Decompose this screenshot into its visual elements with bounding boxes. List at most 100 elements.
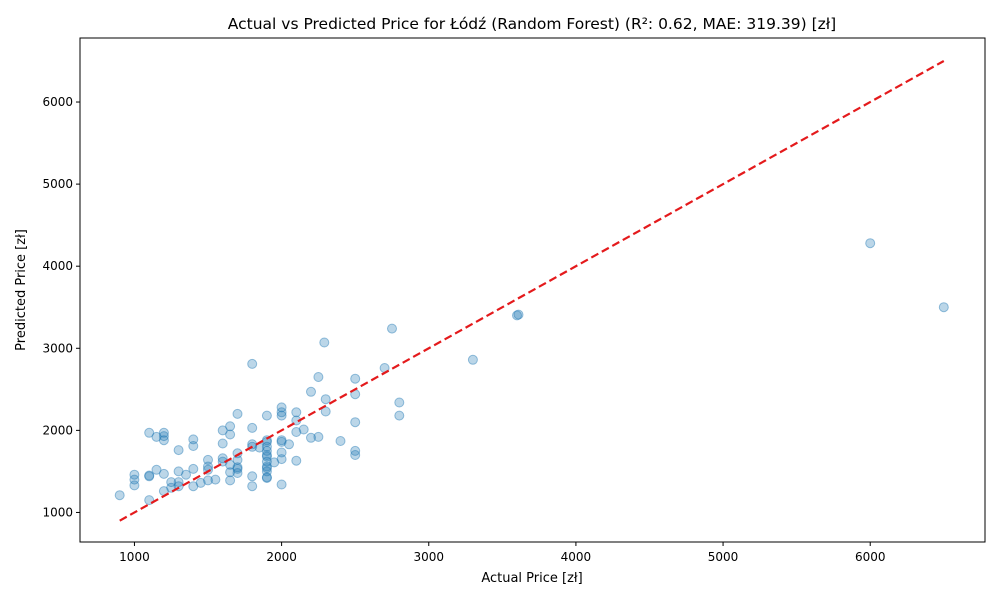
- data-point-52: [247, 481, 258, 492]
- data-point-17: [173, 445, 184, 456]
- data-point-48: [247, 422, 258, 433]
- y-tick-label-1000: 1000: [42, 505, 73, 519]
- data-point-3: [129, 480, 140, 491]
- data-point-34: [217, 453, 228, 464]
- chart-title: Actual vs Predicted Price for Łódź (Rand…: [228, 15, 836, 33]
- data-point-93: [350, 445, 361, 456]
- data-point-101: [513, 309, 524, 320]
- data-point-0: [114, 490, 125, 501]
- data-point-51: [247, 471, 258, 482]
- data-point-80: [291, 455, 302, 466]
- data-point-100: [512, 310, 522, 321]
- data-point-59: [261, 450, 272, 460]
- data-point-37: [225, 429, 236, 440]
- data-point-102: [865, 238, 876, 249]
- data-point-75: [276, 479, 287, 490]
- data-point-60: [261, 451, 272, 462]
- data-point-33: [217, 438, 228, 449]
- plot-area: [79, 37, 986, 543]
- data-point-72: [276, 436, 287, 447]
- data-point-18: [173, 466, 184, 477]
- data-point-11: [158, 431, 169, 442]
- data-point-76: [284, 439, 294, 450]
- data-point-90: [350, 373, 361, 384]
- data-point-103: [938, 302, 949, 313]
- data-point-83: [306, 432, 316, 443]
- data-point-10: [158, 427, 169, 438]
- data-point-87: [320, 394, 331, 405]
- data-point-41: [232, 408, 243, 419]
- data-point-86: [319, 337, 330, 348]
- data-point-69: [276, 407, 287, 418]
- data-point-67: [269, 457, 280, 468]
- y-tick-label-4000: 4000: [42, 259, 73, 273]
- y-tick-label-5000: 5000: [42, 177, 73, 191]
- x-tick-label-6000: 6000: [855, 550, 886, 564]
- data-point-32: [217, 425, 228, 436]
- data-point-5: [144, 471, 155, 482]
- data-point-89: [335, 436, 346, 446]
- data-point-44: [232, 462, 243, 473]
- y-axis-label: Predicted Price [zł]: [14, 229, 29, 351]
- data-point-36: [225, 421, 236, 432]
- data-point-54: [261, 410, 272, 421]
- data-point-58: [261, 445, 272, 456]
- data-point-15: [166, 477, 177, 488]
- data-point-30: [203, 475, 213, 486]
- plot-frame: [79, 37, 986, 543]
- data-point-96: [387, 323, 397, 334]
- data-point-45: [232, 463, 243, 474]
- points-layer: [114, 238, 949, 506]
- data-point-40: [225, 475, 236, 486]
- data-point-64: [261, 466, 272, 477]
- x-tick-label-1000: 1000: [119, 550, 150, 564]
- data-point-71: [276, 435, 287, 446]
- x-tick-label-2000: 2000: [266, 550, 297, 564]
- data-point-66: [261, 473, 272, 483]
- x-tick-label-5000: 5000: [708, 550, 739, 564]
- data-point-57: [261, 441, 272, 452]
- data-point-25: [188, 481, 199, 492]
- data-point-79: [291, 427, 302, 437]
- data-point-26: [195, 477, 206, 488]
- data-point-85: [313, 431, 324, 442]
- data-point-70: [276, 410, 287, 421]
- y-tick-label-6000: 6000: [42, 95, 73, 109]
- data-point-77: [291, 407, 302, 418]
- data-point-47: [247, 358, 258, 369]
- data-point-81: [298, 424, 309, 435]
- data-point-24: [188, 463, 199, 474]
- data-point-7: [144, 427, 155, 438]
- data-point-4: [144, 470, 155, 481]
- data-point-73: [276, 447, 287, 458]
- data-point-92: [350, 417, 361, 428]
- data-point-82: [306, 386, 316, 397]
- data-point-62: [261, 461, 272, 472]
- data-point-8: [151, 431, 162, 442]
- reference-line: [119, 60, 945, 522]
- data-point-84: [313, 372, 324, 382]
- data-point-98: [394, 410, 405, 421]
- x-axis-label: Actual Price [zł]: [481, 571, 582, 586]
- data-point-12: [158, 435, 169, 446]
- y-tick-label-3000: 3000: [42, 341, 73, 355]
- x-tick-label-4000: 4000: [561, 550, 592, 564]
- data-point-31: [210, 474, 221, 485]
- data-point-65: [261, 472, 272, 483]
- y-axis-ticks: 1000 2000 3000 4000 5000 6000: [42, 95, 80, 519]
- data-point-46: [232, 468, 243, 478]
- data-point-22: [188, 434, 199, 445]
- data-point-13: [158, 468, 169, 479]
- y-tick-label-2000: 2000: [42, 423, 73, 437]
- data-point-23: [188, 441, 199, 451]
- data-point-74: [276, 454, 287, 465]
- data-point-61: [261, 456, 272, 467]
- data-point-63: [261, 463, 272, 474]
- data-point-68: [276, 402, 287, 413]
- data-point-1: [129, 469, 140, 480]
- data-point-94: [350, 450, 361, 460]
- data-point-2: [129, 474, 140, 485]
- x-tick-label-3000: 3000: [413, 550, 444, 564]
- x-axis-ticks: 1000 2000 3000 4000 5000 6000: [119, 542, 885, 564]
